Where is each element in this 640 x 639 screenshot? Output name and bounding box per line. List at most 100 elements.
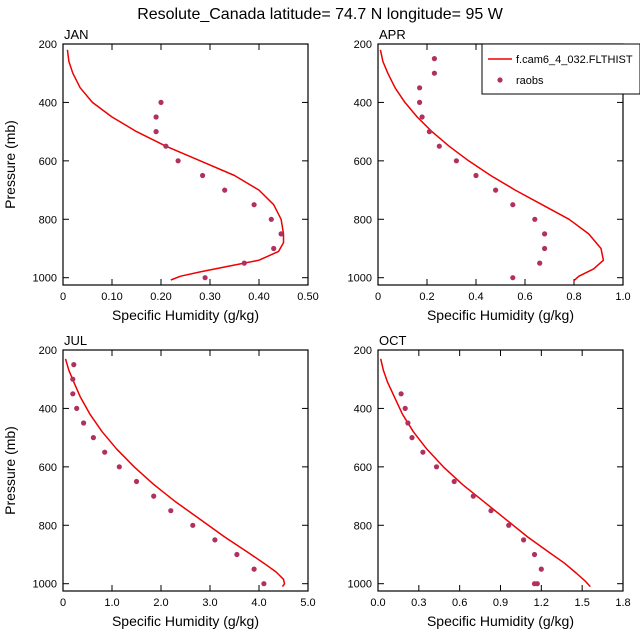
raobs-point <box>473 172 479 179</box>
panel-oct: OCT 0.0 0.3 0.6 0.9 1.2 1.5 1.8 200 400 600 800 1000… <box>348 333 631 629</box>
panel-apr: APR 0 0.2 0.4 0.6 0.8 1.0 200 400 600 800 1000 Speci… <box>348 27 640 323</box>
plot-frame <box>62 43 309 286</box>
model-profile-line <box>379 49 605 282</box>
y-tick-label: 600 <box>354 156 372 168</box>
x-tick-label: 1.0 <box>615 291 630 303</box>
raobs-point <box>163 143 169 149</box>
raobs-point <box>532 216 538 222</box>
raobs-point <box>402 405 408 411</box>
raobs-point <box>268 216 274 222</box>
raobs-point <box>90 435 96 441</box>
y-tick-label: 1000 <box>348 579 372 591</box>
panel-title: JAN <box>64 27 89 42</box>
raobs-point <box>531 581 538 587</box>
x-axis-label: Specific Humidity (g/kg) <box>427 613 574 629</box>
raobs-point <box>409 435 415 441</box>
raobs-point <box>70 391 76 397</box>
raobs-point <box>538 566 544 572</box>
raobs-point <box>510 275 516 281</box>
raobs-point <box>419 114 425 120</box>
y-tick-label: 400 <box>39 403 57 415</box>
x-tick-label: 0.2 <box>419 291 434 303</box>
raobs-point <box>102 449 108 455</box>
raobs-point <box>398 391 404 397</box>
raobs-point <box>168 508 174 514</box>
raobs-point <box>542 245 548 252</box>
raobs-point <box>405 420 411 426</box>
raobs-point <box>116 464 122 470</box>
raobs-point <box>271 245 277 252</box>
raobs-point <box>202 275 208 281</box>
x-tick-label: 0 <box>60 291 66 303</box>
x-tick-label: 0.6 <box>517 291 532 303</box>
plot-frame <box>377 349 624 592</box>
x-tick-label: 0.10 <box>101 291 122 303</box>
legend-model-label: f.cam6_4_032.FLTHIST <box>516 54 633 66</box>
raobs-point <box>436 143 442 149</box>
model-profile-line <box>64 358 286 588</box>
x-tick-label: 1.2 <box>534 597 549 609</box>
x-tick-label: 1.8 <box>615 597 630 609</box>
raobs-point <box>420 449 426 455</box>
y-tick-label: 800 <box>39 214 57 226</box>
legend-obs-swatch <box>497 77 503 83</box>
x-tick-label: 2.0 <box>153 597 168 609</box>
legend-box <box>481 43 640 95</box>
raobs-point <box>70 376 76 382</box>
raobs-point <box>71 362 77 368</box>
raobs-point <box>542 231 548 237</box>
plot-frame <box>62 349 309 592</box>
y-axis-label: Pressure (mb) <box>2 120 18 209</box>
x-tick-label: 0.6 <box>452 597 467 609</box>
model-profile-line <box>66 49 285 281</box>
raobs-point <box>493 187 499 193</box>
y-tick-label: 1000 <box>33 579 57 591</box>
raobs-point <box>417 99 423 105</box>
y-tick-label: 800 <box>354 214 372 226</box>
x-tick-label: 0.20 <box>150 291 171 303</box>
raobs-point <box>451 478 457 485</box>
x-tick-label: 0.30 <box>199 291 220 303</box>
x-tick-label: 0 <box>375 291 381 303</box>
raobs-point <box>431 56 437 62</box>
y-tick-label: 600 <box>39 462 57 474</box>
raobs-point <box>531 551 538 558</box>
raobs-point <box>470 493 476 499</box>
raobs-point <box>241 260 247 266</box>
raobs-point <box>453 158 459 164</box>
raobs-point <box>234 551 240 558</box>
panel-jul: JUL 0 1.0 2.0 3.0 4.0 5.0 200 400 600 800 1000 Speci… <box>2 333 316 629</box>
raobs-point <box>81 420 87 426</box>
y-tick-label: 400 <box>354 403 372 415</box>
x-tick-label: 4.0 <box>251 597 266 609</box>
x-axis-label: Specific Humidity (g/kg) <box>112 307 259 323</box>
x-tick-label: 0.0 <box>370 597 385 609</box>
raobs-point <box>74 405 80 411</box>
y-tick-label: 400 <box>354 97 372 109</box>
raobs-point <box>153 114 159 120</box>
x-axis-label: Specific Humidity (g/kg) <box>112 613 259 629</box>
raobs-point <box>153 129 159 135</box>
raobs-point <box>510 202 516 208</box>
x-tick-label: 0.3 <box>411 597 426 609</box>
raobs-point <box>175 158 181 164</box>
raobs-point <box>158 99 164 105</box>
raobs-point <box>431 70 437 76</box>
raobs-point <box>278 231 284 237</box>
y-tick-label: 800 <box>39 520 57 532</box>
x-tick-label: 1.5 <box>575 597 590 609</box>
y-tick-label: 1000 <box>33 273 57 285</box>
x-tick-label: 0.9 <box>493 597 508 609</box>
raobs-point <box>200 172 206 179</box>
panel-title: JUL <box>64 333 87 348</box>
x-tick-label: 1.0 <box>104 597 119 609</box>
x-axis-label: Specific Humidity (g/kg) <box>427 307 574 323</box>
y-tick-label: 600 <box>354 462 372 474</box>
raobs-point <box>151 493 157 499</box>
x-tick-label: 0.40 <box>248 291 269 303</box>
raobs-point <box>133 478 140 485</box>
y-tick-label: 800 <box>354 520 372 532</box>
panel-title: APR <box>379 27 406 42</box>
